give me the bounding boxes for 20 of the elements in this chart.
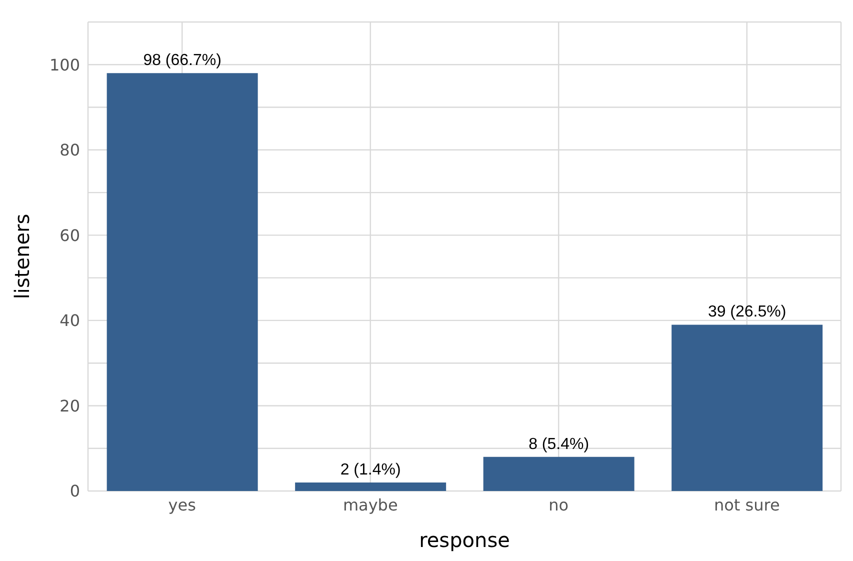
x-tick-label: maybe xyxy=(342,495,398,514)
x-tick-label: yes xyxy=(168,495,196,514)
bar xyxy=(106,73,258,491)
bar xyxy=(672,324,823,491)
x-axis-title: response xyxy=(419,528,510,552)
y-tick-label: 60 xyxy=(60,226,80,245)
data-label: 39 (26.5%) xyxy=(708,304,786,321)
x-tick-label: not sure xyxy=(714,495,780,514)
y-axis-title: listeners xyxy=(10,214,34,300)
y-tick-label: 20 xyxy=(60,396,80,416)
bar xyxy=(295,482,446,491)
y-tick-label: 0 xyxy=(70,482,80,501)
y-tick-label: 40 xyxy=(60,311,80,330)
y-tick-label: 100 xyxy=(49,55,80,74)
bar xyxy=(483,456,634,491)
data-label: 8 (5.4%) xyxy=(528,436,590,453)
data-label: 2 (1.4%) xyxy=(340,461,401,478)
y-tick-label: 80 xyxy=(60,140,80,160)
data-label: 98 (66.7%) xyxy=(143,52,222,70)
x-tick-label: no xyxy=(548,495,569,514)
